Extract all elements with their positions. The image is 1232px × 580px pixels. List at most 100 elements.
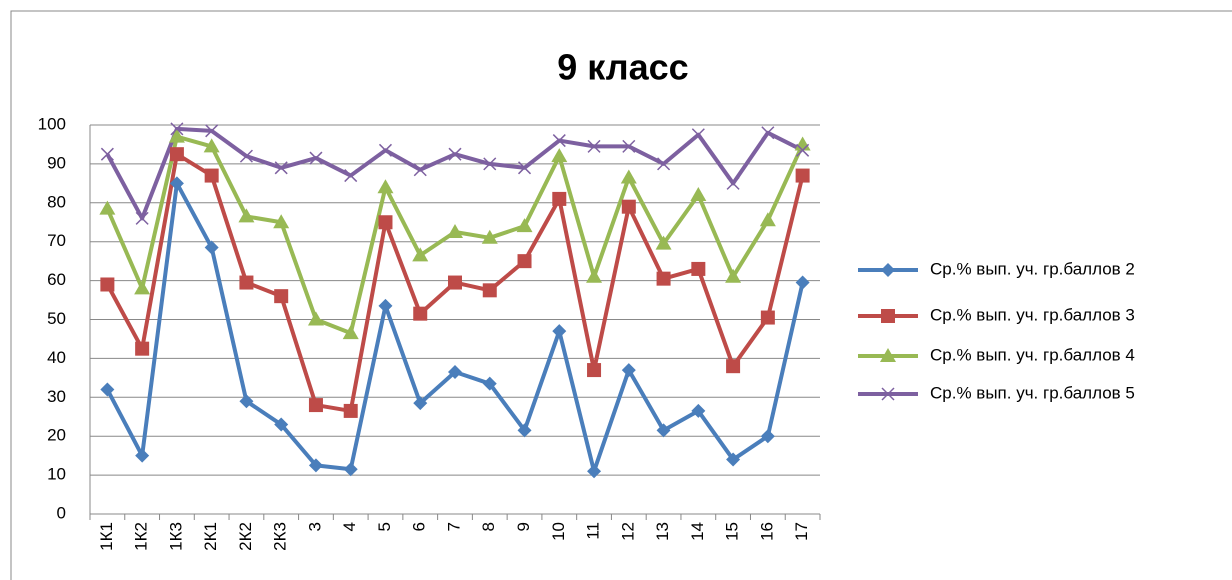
y-tick-label: 50	[47, 309, 66, 328]
legend-marker	[880, 348, 896, 362]
marker	[447, 223, 463, 238]
x-tick-label: 17	[792, 522, 811, 541]
x-tick-label: 13	[653, 522, 672, 541]
y-tick-label: 20	[47, 426, 66, 445]
y-tick-label: 40	[47, 348, 66, 367]
marker	[691, 403, 706, 418]
marker	[656, 271, 671, 286]
y-tick-label: 30	[47, 387, 66, 406]
marker	[517, 161, 532, 175]
marker	[761, 126, 775, 140]
marker	[760, 310, 775, 325]
marker	[656, 423, 671, 438]
marker	[169, 176, 184, 191]
marker	[586, 268, 603, 283]
marker	[378, 215, 393, 230]
marker	[795, 275, 810, 290]
marker	[168, 128, 185, 143]
marker	[308, 458, 323, 473]
marker	[413, 306, 428, 321]
x-tick-label: 5	[375, 522, 394, 531]
x-tick-label: 2К2	[236, 522, 255, 551]
marker	[552, 134, 566, 148]
marker	[274, 289, 289, 304]
x-tick-label: 11	[584, 522, 603, 540]
marker	[795, 168, 810, 183]
x-tick-label: 3	[305, 522, 324, 531]
legend-label: Ср.% вып. уч. гр.баллов 5	[930, 383, 1135, 402]
marker	[99, 200, 116, 215]
marker	[796, 143, 810, 157]
marker	[621, 363, 636, 378]
marker	[203, 138, 220, 153]
x-tick-label: 14	[688, 522, 707, 541]
marker	[239, 149, 253, 163]
marker	[725, 268, 742, 283]
marker	[412, 247, 429, 262]
marker	[657, 157, 671, 171]
marker	[204, 168, 219, 183]
y-tick-label: 100	[38, 114, 66, 133]
marker	[726, 359, 741, 374]
marker	[273, 214, 290, 229]
marker	[413, 163, 427, 177]
marker	[587, 363, 602, 378]
marker	[516, 218, 533, 233]
marker	[552, 191, 567, 206]
marker	[378, 298, 393, 313]
x-tick-label: 15	[723, 522, 742, 541]
x-tick-label: 6	[410, 522, 429, 531]
marker	[274, 417, 289, 432]
marker	[482, 376, 497, 391]
marker	[307, 311, 324, 326]
y-tick-label: 80	[47, 192, 66, 211]
marker	[726, 452, 741, 467]
marker	[587, 139, 601, 153]
x-tick-label: 2К1	[201, 522, 220, 551]
marker	[690, 187, 707, 202]
marker	[344, 169, 358, 183]
x-tick-label: 1К3	[166, 522, 185, 551]
marker	[691, 261, 706, 276]
marker	[483, 157, 497, 171]
marker	[759, 212, 776, 227]
x-tick-label: 10	[549, 522, 568, 541]
marker	[308, 398, 323, 413]
x-tick-label: 1К2	[132, 522, 151, 551]
marker	[481, 229, 498, 244]
marker	[551, 148, 568, 163]
x-tick-label: 16	[757, 522, 776, 541]
marker	[377, 179, 394, 194]
marker	[587, 464, 602, 479]
marker	[100, 382, 115, 397]
marker	[309, 151, 323, 165]
marker	[239, 394, 254, 409]
marker	[691, 128, 705, 142]
marker	[134, 280, 151, 295]
legend-label: Ср.% вып. уч. гр.баллов 4	[930, 345, 1135, 364]
chart-border	[10, 10, 1232, 580]
marker	[622, 139, 636, 153]
y-tick-label: 90	[47, 153, 66, 172]
marker	[135, 341, 150, 356]
x-tick-label: 9	[514, 522, 533, 531]
marker	[517, 423, 532, 438]
marker	[482, 283, 497, 298]
marker	[413, 396, 428, 411]
marker	[655, 235, 672, 250]
marker	[760, 429, 775, 444]
x-tick-label: 2К3	[271, 522, 290, 551]
marker	[552, 324, 567, 339]
legend-label: Ср.% вып. уч. гр.баллов 3	[930, 305, 1135, 324]
chart-title: 9 класс	[557, 47, 688, 88]
marker	[135, 448, 150, 463]
legend-label: Ср.% вып. уч. гр.баллов 2	[930, 259, 1135, 278]
x-tick-label: 4	[340, 522, 359, 531]
marker	[342, 325, 359, 340]
marker	[100, 277, 115, 292]
marker	[238, 208, 255, 223]
y-tick-label: 70	[47, 231, 66, 250]
marker	[135, 211, 149, 225]
marker	[517, 254, 532, 269]
